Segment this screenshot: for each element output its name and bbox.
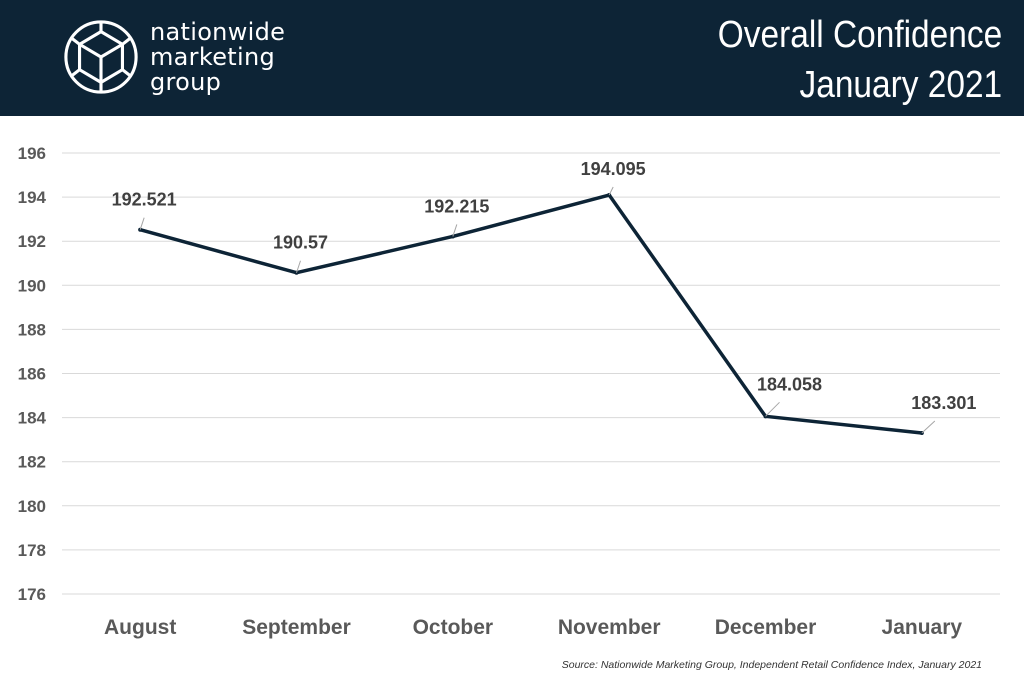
y-tick-label: 196 (18, 144, 46, 163)
leader-line (452, 224, 458, 237)
data-label: 192.521 (112, 190, 177, 210)
brand-name: nationwide marketing group (150, 20, 285, 95)
series-line (138, 193, 924, 435)
x-tick-label: October (413, 616, 494, 639)
brand-line-1: nationwide (150, 18, 286, 46)
chart-svg: 196 194 192 190 188 186 184 182 180 178 176 August S… (18, 144, 1000, 639)
data-label: 184.058 (757, 374, 822, 394)
data-point (450, 234, 455, 239)
source-note: Source: Nationwide Marketing Group, Inde… (561, 659, 982, 671)
y-tick-label: 190 (18, 276, 46, 295)
leader-line (139, 217, 145, 230)
y-tick-label: 184 (18, 409, 47, 428)
page-title: Overall Confidence January 2021 (718, 10, 1002, 110)
x-tick-label: December (715, 616, 817, 639)
data-label: 183.301 (911, 393, 976, 413)
line-chart: 196 194 192 190 188 186 184 182 180 178 176 August S… (0, 116, 1024, 683)
y-tick-label: 188 (18, 320, 46, 339)
y-tick-label: 194 (18, 188, 47, 207)
y-tick-label: 176 (18, 585, 46, 604)
leader-line (765, 401, 780, 417)
leader-line (608, 186, 614, 196)
geometric-cube-logo-icon (64, 20, 138, 94)
data-label: 192.215 (424, 196, 489, 216)
title-line-2: January 2021 (799, 64, 1002, 106)
leader-line (296, 260, 301, 273)
header-banner: nationwide marketing group Overall Confi… (0, 0, 1024, 116)
brand-line-2: marketing (150, 43, 275, 71)
y-tick-label: 180 (18, 497, 46, 516)
y-tick-label: 182 (18, 453, 46, 472)
data-label: 190.57 (273, 233, 328, 253)
y-tick-label: 192 (18, 232, 46, 251)
y-tick-label: 178 (18, 541, 46, 560)
x-tick-label: November (558, 616, 661, 639)
x-tick-label: September (242, 616, 351, 639)
y-tick-label: 186 (18, 365, 46, 384)
x-tick-label: January (882, 616, 963, 639)
x-tick-label: August (104, 616, 176, 639)
title-line-1: Overall Confidence (717, 14, 1002, 56)
leader-line (921, 420, 936, 434)
brand-line-3: group (150, 68, 222, 96)
data-label: 194.095 (581, 159, 646, 179)
